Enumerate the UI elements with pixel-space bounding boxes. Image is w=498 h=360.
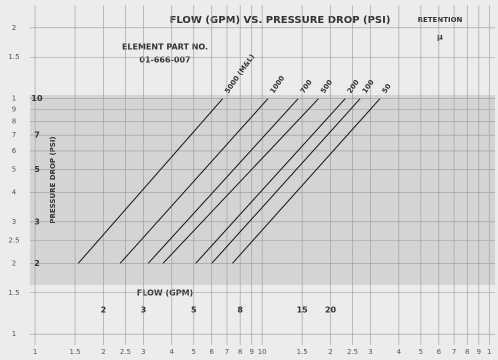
x-tick-label: 4 xyxy=(170,348,175,356)
x-tick-label: 7 xyxy=(452,348,456,356)
x-tick-label: 2.5 xyxy=(347,348,358,356)
x-tick-label: 6 xyxy=(210,348,215,356)
y-tick-label: 1 xyxy=(12,330,16,338)
pressure-tick-label: 2 xyxy=(34,259,40,268)
flow-tick-label: 5 xyxy=(191,306,197,315)
flow-tick-label: 3 xyxy=(141,306,147,315)
x-tick-label: 1 xyxy=(33,348,37,356)
pressure-tick-label: 7 xyxy=(34,131,40,140)
series-line xyxy=(232,98,381,264)
x-tick-label: 8 xyxy=(238,348,242,356)
x-tick-label: 6 xyxy=(437,348,442,356)
series-line xyxy=(211,98,361,264)
x-tick-label: 3 xyxy=(141,348,145,356)
series-line xyxy=(119,98,269,264)
x-tick-label: 7 xyxy=(225,348,229,356)
x-tick-label: 2 xyxy=(328,348,332,356)
unit-note: µ xyxy=(437,33,443,42)
y-tick-label: 1.5 xyxy=(8,289,19,297)
y-tick-label: 8 xyxy=(12,118,16,126)
flow-tick-label: 8 xyxy=(237,306,243,315)
y-tick-label: 1 xyxy=(12,95,16,103)
chart-title: FLOW (GPM) VS. PRESSURE DROP (PSI) xyxy=(170,15,391,26)
y-tick-label: 2.5 xyxy=(8,237,19,245)
flow-tick-label: 15 xyxy=(297,306,309,315)
x-tick-label: 1.5 xyxy=(69,348,80,356)
x-tick-label: 10 xyxy=(258,348,267,356)
flow-tick-label: 2 xyxy=(101,306,107,315)
x-tick-label: 2.5 xyxy=(120,348,131,356)
y-tick-label: 3 xyxy=(12,218,16,226)
series-line xyxy=(195,98,346,264)
x-tick-label: 2 xyxy=(101,348,105,356)
y-tick-label: 2 xyxy=(12,259,16,267)
y-axis-label: PRESSURE DROP (PSI) xyxy=(49,136,57,223)
x-tick-label: 8 xyxy=(465,348,469,356)
flow-tick-label: 20 xyxy=(325,306,337,315)
x-tick-label: 5 xyxy=(419,348,423,356)
annotation: 01-666-007 xyxy=(139,56,190,65)
pressure-tick-label: 10 xyxy=(31,94,43,103)
annotation: ELEMENT PART NO. xyxy=(122,43,208,52)
pressure-tick-label: 3 xyxy=(34,217,40,226)
x-tick-label: 1 xyxy=(487,348,491,356)
x-tick-label: 3 xyxy=(368,348,372,356)
series-line xyxy=(77,98,224,264)
y-tick-label: 7 xyxy=(12,131,16,139)
y-tick-label: 1.5 xyxy=(8,53,19,61)
subtitle: RETENTION xyxy=(418,16,463,24)
y-tick-label: 5 xyxy=(12,166,16,174)
y-tick-label: 4 xyxy=(12,188,17,196)
y-tick-label: 6 xyxy=(12,147,17,155)
x-tick-label: 9 xyxy=(477,348,481,356)
series-line xyxy=(147,98,299,264)
y-tick-label: 9 xyxy=(12,105,16,113)
x-tick-label: 1.5 xyxy=(297,348,308,356)
x-tick-label: 4 xyxy=(397,348,402,356)
series-line xyxy=(162,98,319,264)
pressure-tick-label: 5 xyxy=(34,165,40,174)
y-tick-label: 2 xyxy=(12,24,16,32)
x-tick-label: 9 xyxy=(250,348,254,356)
x-tick-label: 5 xyxy=(192,348,196,356)
